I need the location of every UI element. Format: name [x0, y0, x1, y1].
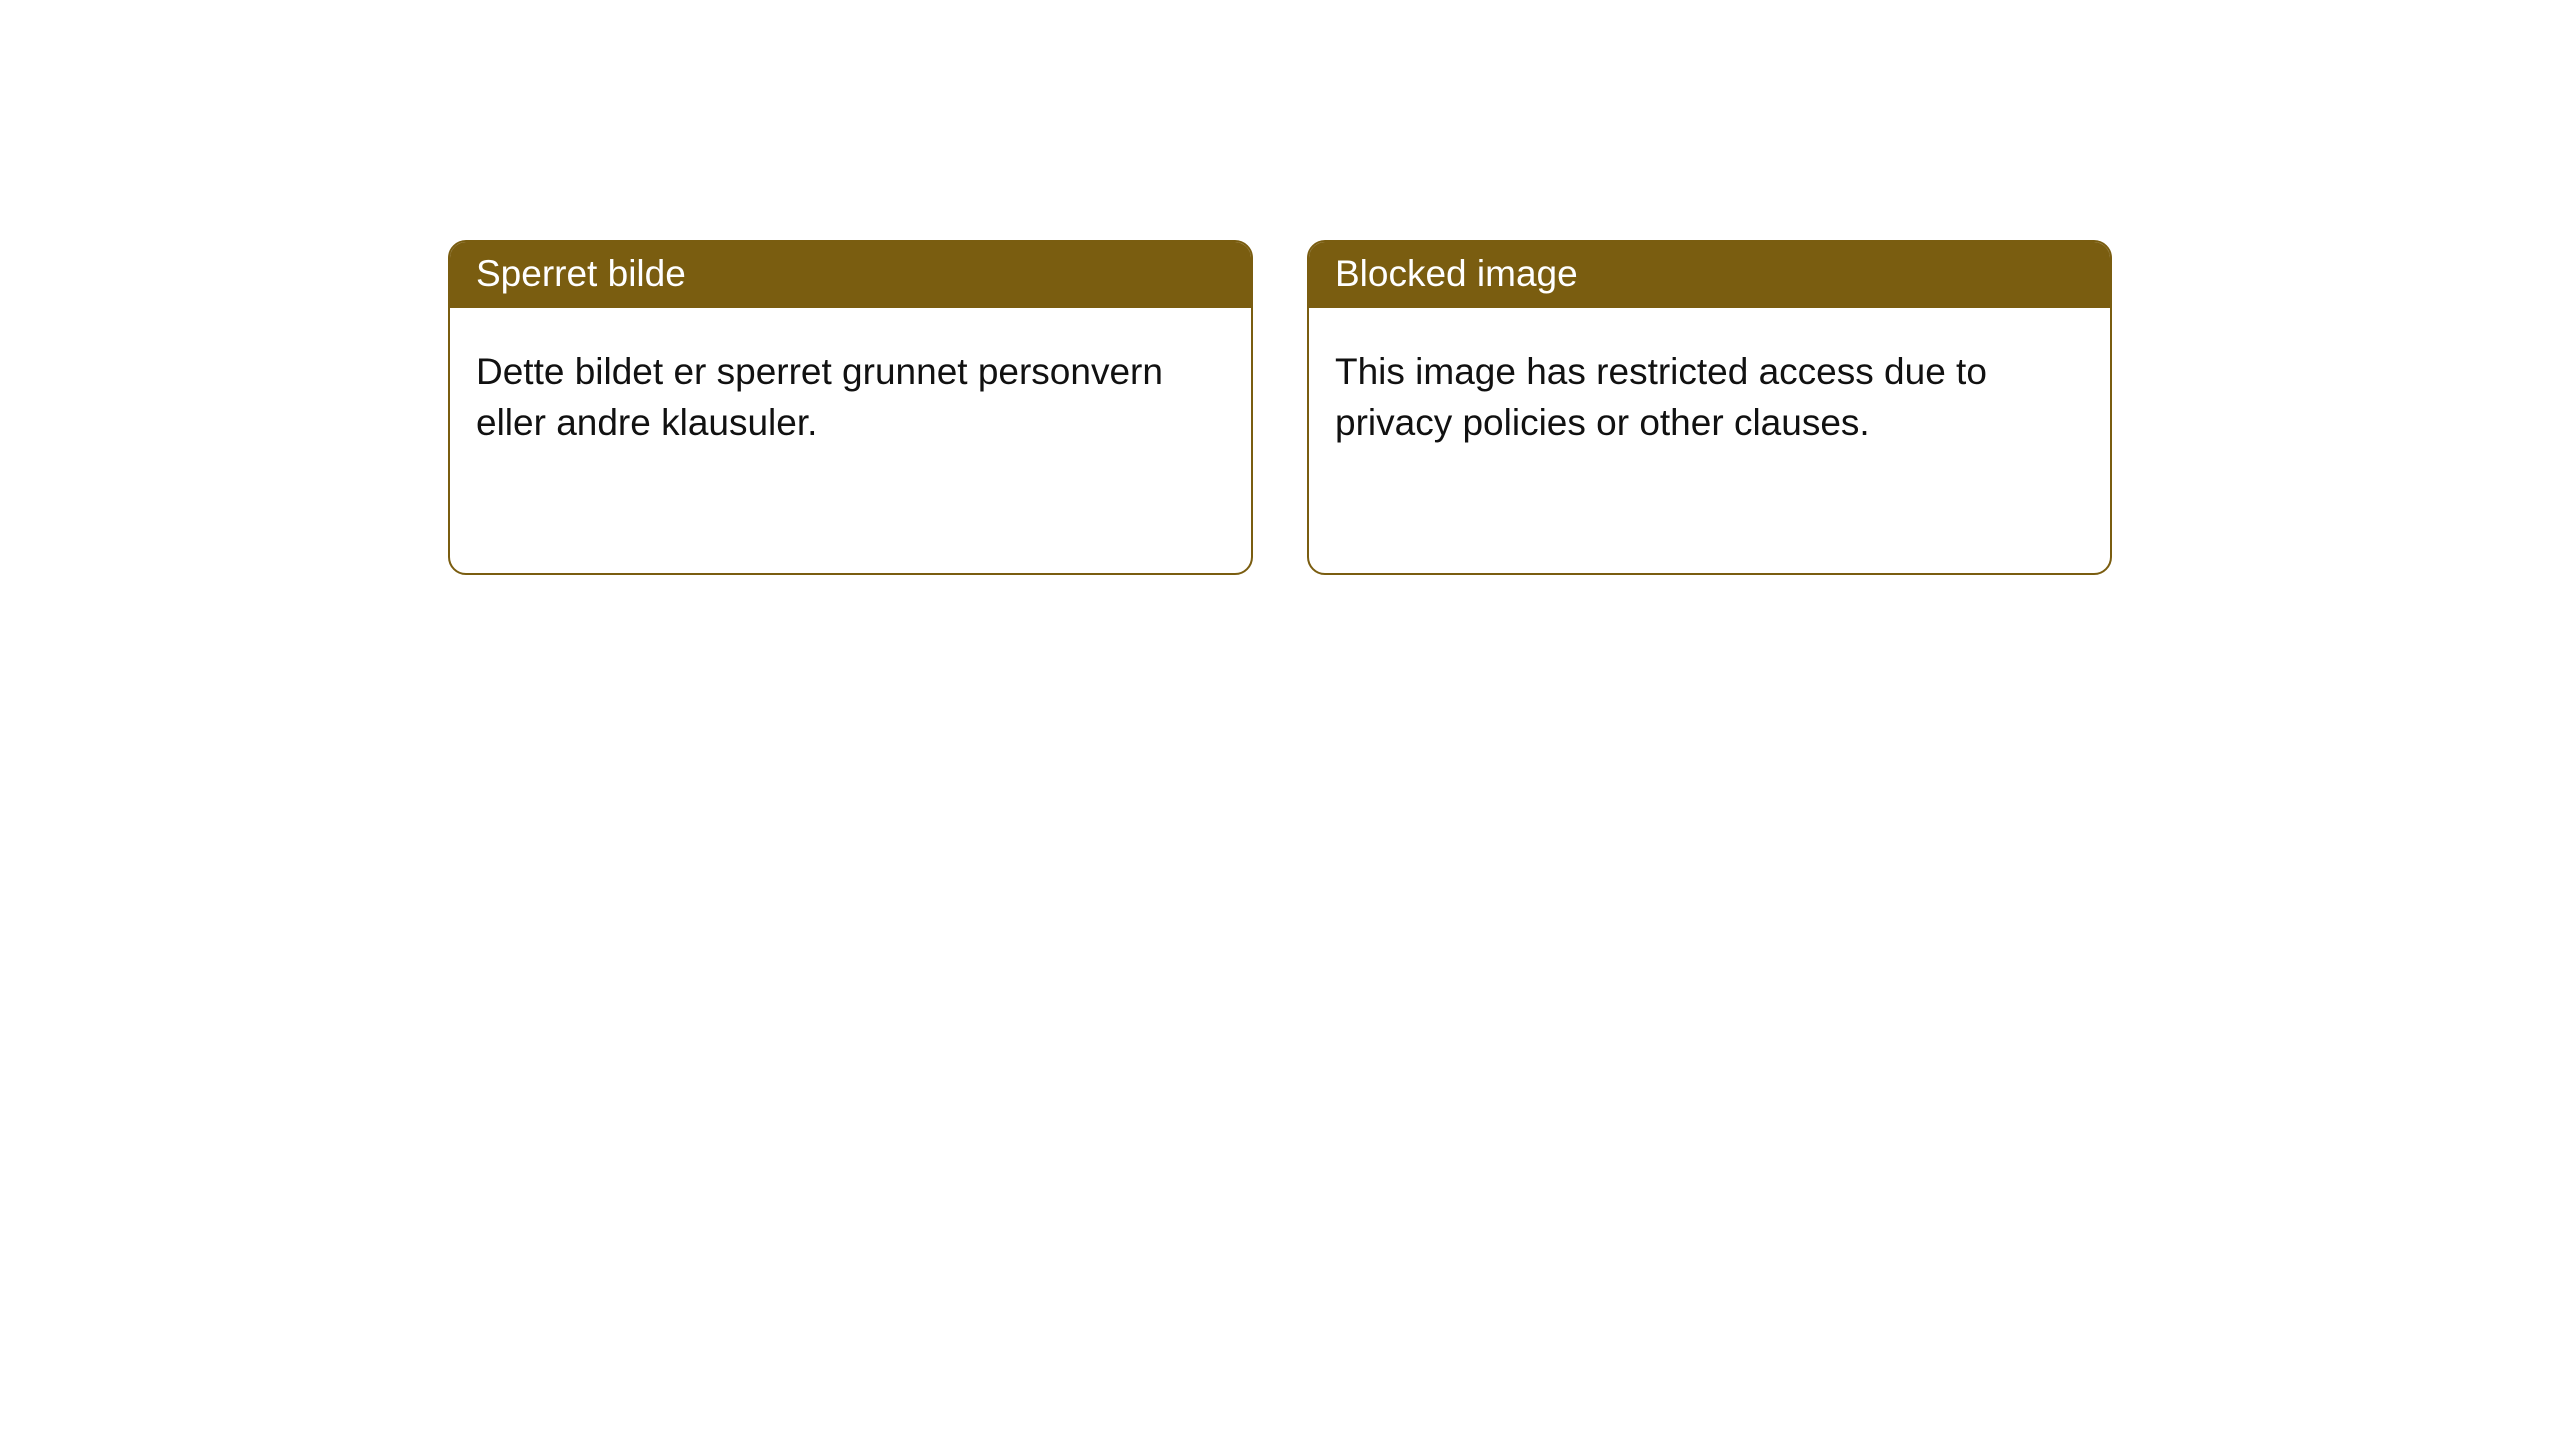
notice-container: Sperret bilde Dette bildet er sperret gr… — [0, 0, 2560, 575]
notice-body: Dette bildet er sperret grunnet personve… — [450, 308, 1251, 486]
notice-header: Sperret bilde — [450, 242, 1251, 308]
notice-box-english: Blocked image This image has restricted … — [1307, 240, 2112, 575]
notice-body: This image has restricted access due to … — [1309, 308, 2110, 486]
notice-box-norwegian: Sperret bilde Dette bildet er sperret gr… — [448, 240, 1253, 575]
notice-header: Blocked image — [1309, 242, 2110, 308]
